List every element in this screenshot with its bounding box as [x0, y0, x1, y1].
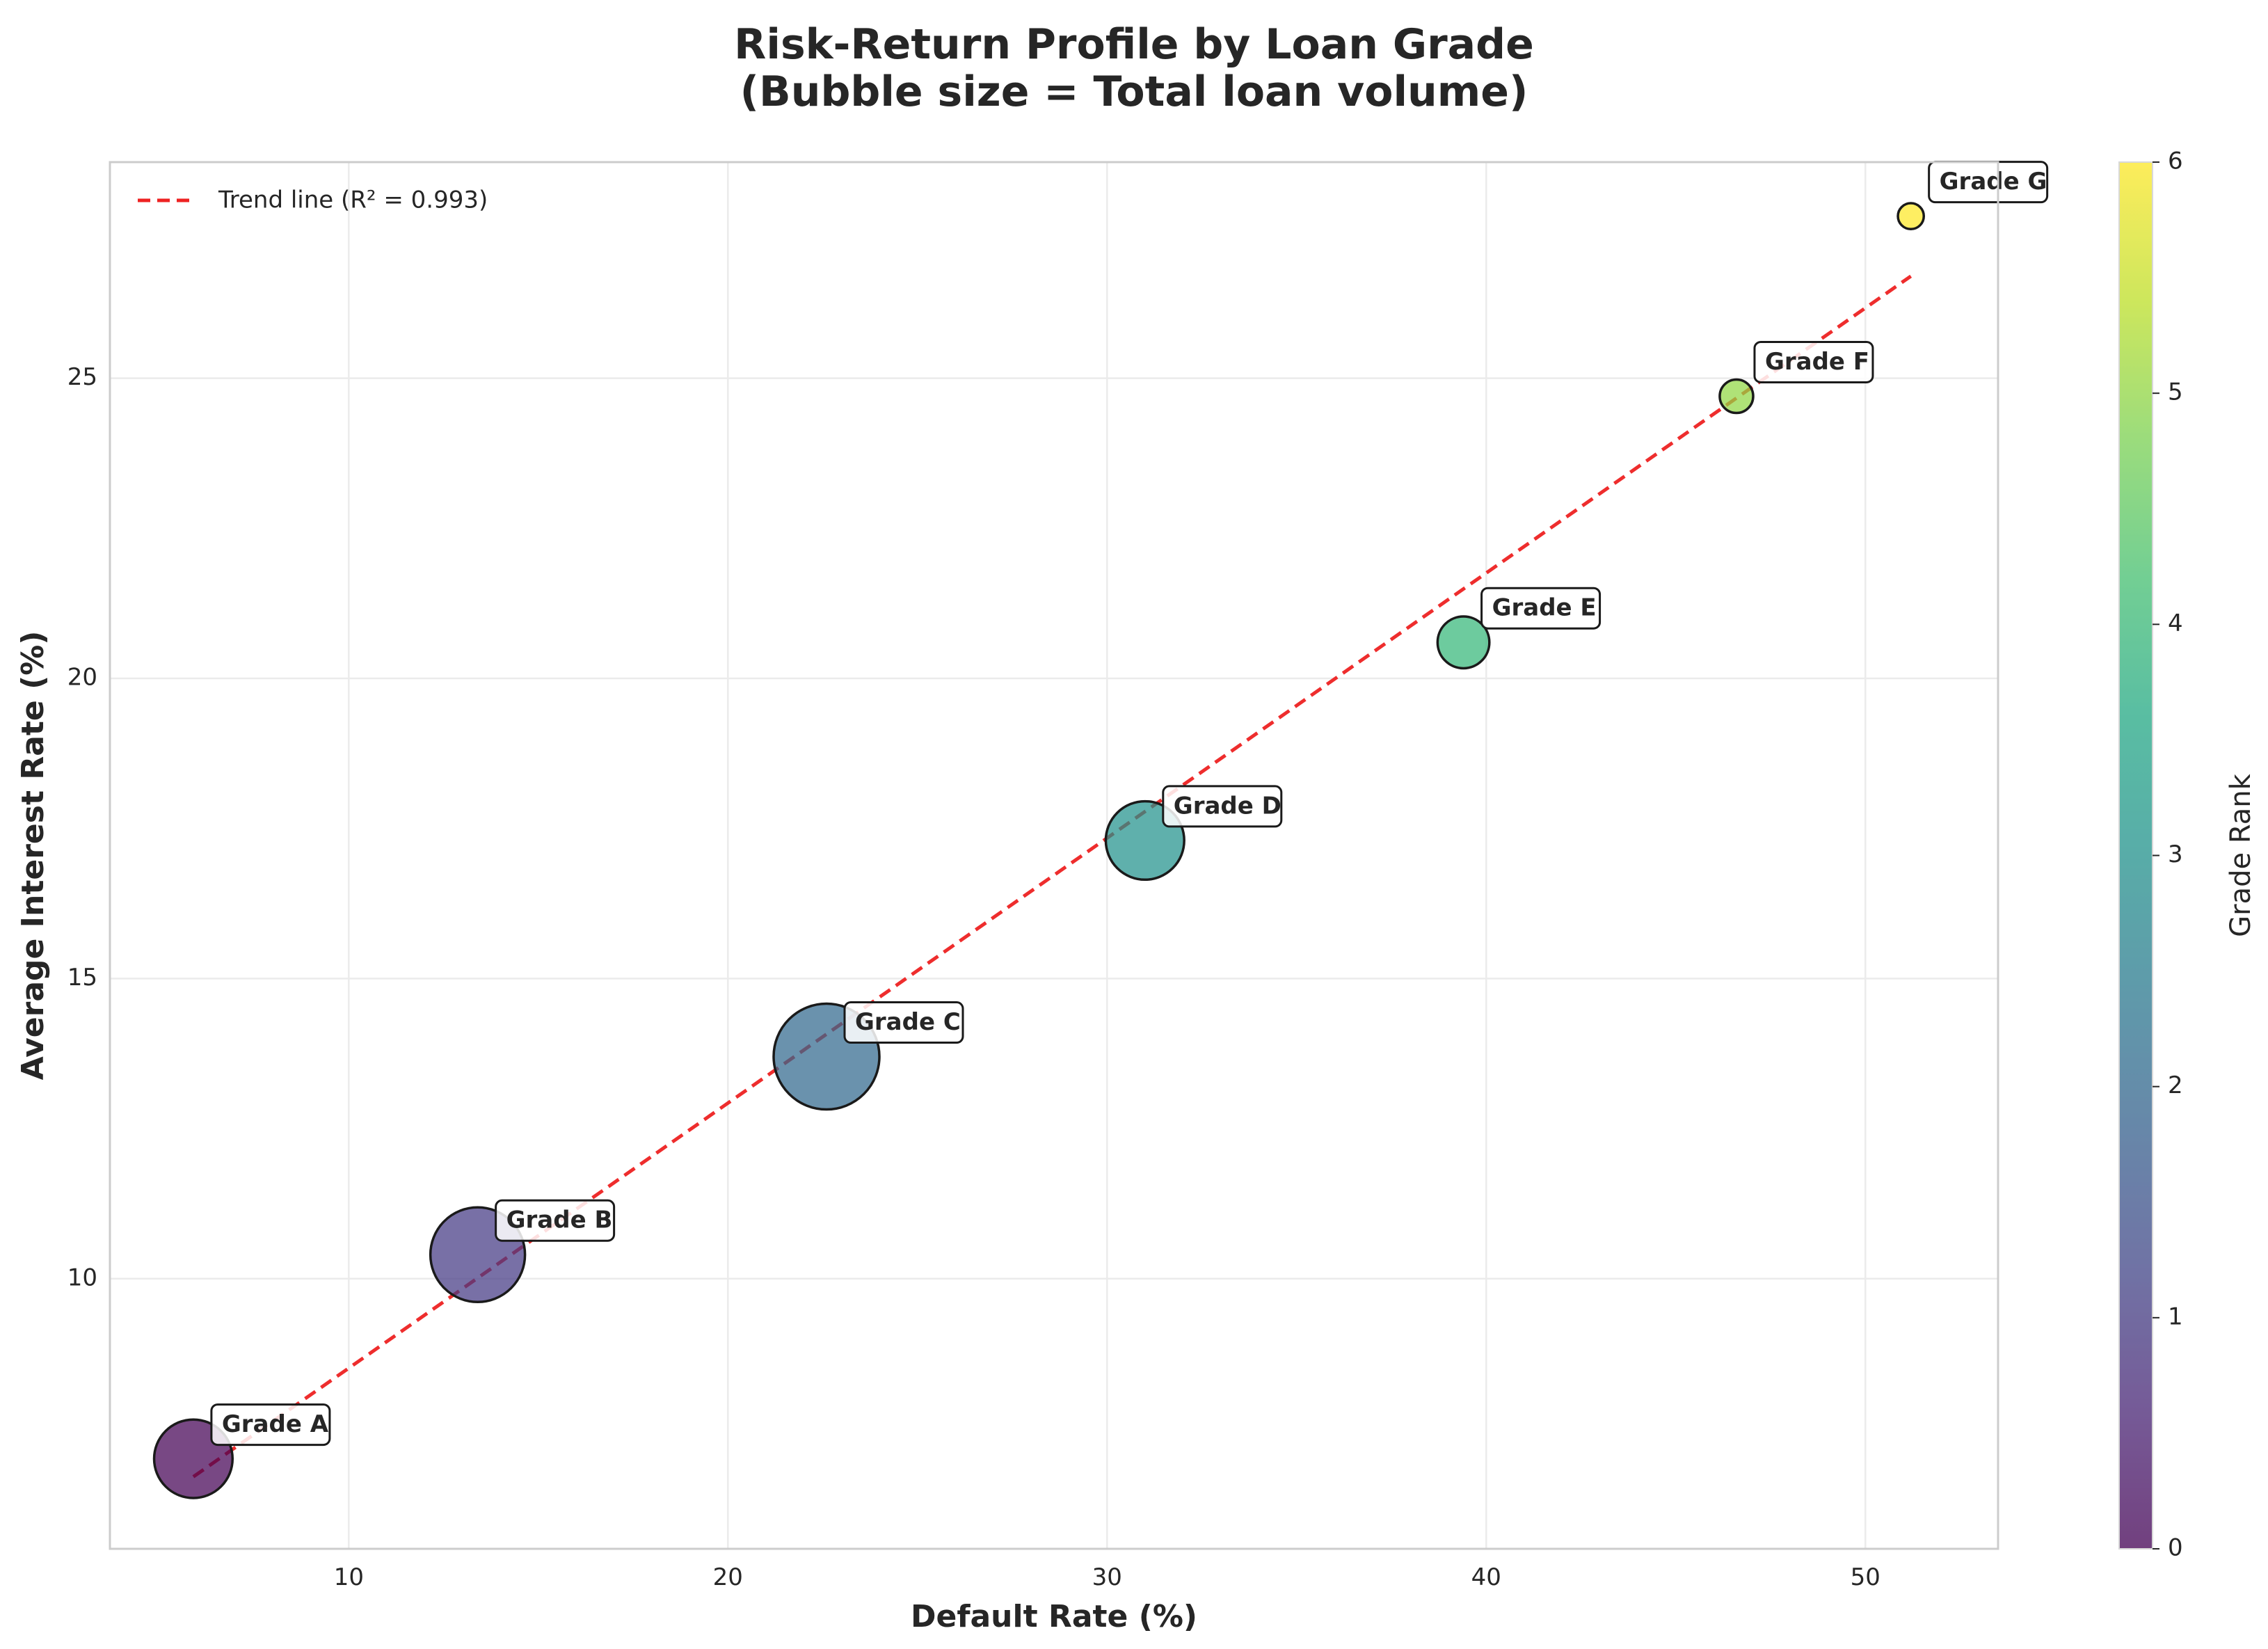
- point-label: Grade G: [1940, 168, 2047, 196]
- colorbar: 0 1 2 3 4 5 6 Grade Rank: [2118, 148, 2257, 1562]
- colorbar-gradient: [2118, 161, 2153, 1550]
- x-tick-label: 30: [1092, 1563, 1122, 1591]
- colorbar-tick-label: 0: [2168, 1534, 2183, 1562]
- point-label: Grade D: [1174, 792, 1281, 820]
- y-axis-label: Average Interest Rate (%): [15, 631, 51, 1081]
- chart-subtitle: (Bubble size = Total loan volume): [740, 67, 1528, 116]
- colorbar-label: Grade Rank: [2225, 773, 2257, 937]
- data-bubble: [1436, 615, 1491, 670]
- trend-line: [192, 274, 1912, 1479]
- plot-frame: [109, 161, 1999, 1550]
- point-label: Grade A: [222, 1410, 329, 1438]
- x-axis-label: Default Rate (%): [911, 1599, 1197, 1634]
- data-bubble: [1718, 378, 1755, 415]
- data-bubble: [1896, 202, 1926, 231]
- colorbar-tick-label: 6: [2168, 148, 2183, 175]
- point-label-layer: Grade A Grade B Grade C Grade D Grade E Grade…: [210, 161, 2049, 1447]
- point-label: Grade C: [855, 1008, 961, 1036]
- bubble-layer: [152, 202, 1926, 1499]
- colorbar-tick-label: 1: [2168, 1303, 2183, 1330]
- colorbar-tick-label: 2: [2168, 1072, 2183, 1099]
- y-tick-label: 10: [67, 1264, 97, 1291]
- chart-title: Risk-Return Profile by Loan Grade: [734, 20, 1534, 69]
- y-tick-label: 15: [67, 964, 97, 991]
- x-tick-label: 10: [334, 1563, 364, 1591]
- point-label-box: [1162, 785, 1283, 828]
- x-tick-label: 40: [1471, 1563, 1501, 1591]
- trend-line-layer: [192, 274, 1912, 1479]
- x-tick-label: 50: [1851, 1563, 1880, 1591]
- colorbar-tick-label: 3: [2168, 841, 2183, 868]
- point-label-box: [495, 1199, 616, 1242]
- point-label-box: [1753, 340, 1874, 383]
- colorbar-ticks: 0 1 2 3 4 5 6: [2153, 148, 2183, 1562]
- y-tick-label: 25: [67, 363, 97, 391]
- colorbar-tick-label: 5: [2168, 379, 2183, 406]
- legend: Trend line (R² = 0.993): [138, 186, 488, 214]
- point-label-box: [843, 1001, 964, 1044]
- grid: [110, 162, 1998, 1549]
- point-label: Grade B: [506, 1206, 613, 1234]
- point-label-box: [1480, 587, 1602, 630]
- x-tick-label: 20: [713, 1563, 743, 1591]
- colorbar-tick-label: 4: [2168, 610, 2183, 637]
- point-label: Grade F: [1765, 348, 1869, 376]
- y-tick-label: 20: [67, 663, 97, 691]
- point-label: Grade E: [1492, 594, 1597, 622]
- point-label-box: [210, 1403, 331, 1447]
- axis-ticks: 10 20 30 40 50 10 15 20 25: [67, 363, 1880, 1591]
- legend-trend-label: Trend line (R² = 0.993): [218, 186, 488, 214]
